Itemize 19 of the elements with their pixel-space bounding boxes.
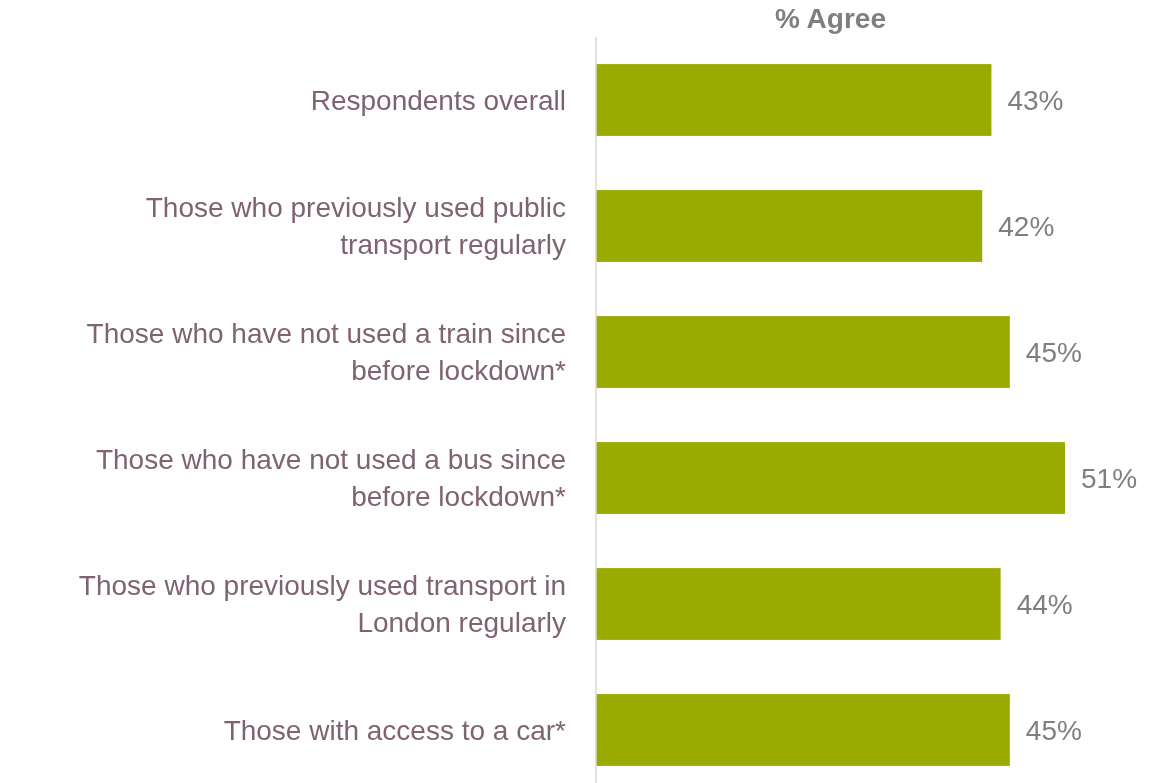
data-label: 42% [998,210,1055,242]
y-tick-label: Those with access to a car* [223,714,567,746]
bar [596,64,992,136]
data-label: 44% [1016,588,1073,620]
data-label: 45% [1025,336,1082,368]
bar [596,694,1010,766]
y-tick-label: Respondents overall [310,84,566,116]
data-label: 45% [1025,714,1082,746]
y-tick-label: Those who have not used a train since before lockdown* [86,318,567,387]
data-label: 51% [1081,462,1138,494]
bar [596,442,1065,514]
chart-title: % Agree [774,3,887,34]
y-tick-label: Those who previously used transport in London regularly [78,570,566,639]
y-tick-label: Those who previously used public transport regularly [145,192,566,261]
y-tick-label: Those who have not used a bus since before lockdown* [95,444,567,513]
bar [596,316,1010,388]
bar [596,568,1001,640]
bar [596,190,983,262]
data-label: 43% [1007,84,1064,116]
